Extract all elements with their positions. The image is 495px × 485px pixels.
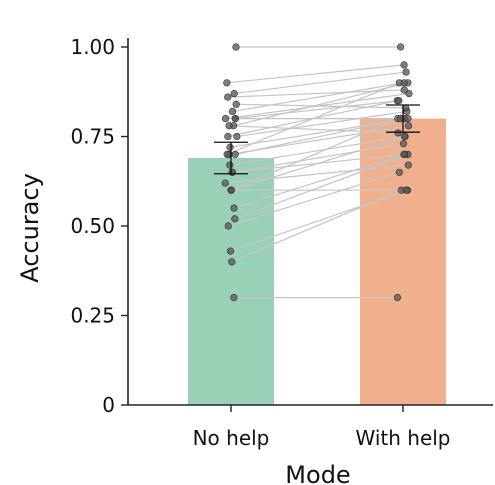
paired-line — [232, 153, 404, 173]
point-with-help — [393, 294, 402, 302]
point-no-help — [223, 150, 231, 158]
point-with-help — [404, 122, 413, 130]
point-with-help — [400, 61, 408, 69]
point-with-help — [400, 86, 408, 94]
point-with-help — [402, 186, 410, 194]
point-with-help — [395, 79, 403, 87]
point-with-help — [400, 132, 409, 141]
bar-no-help — [188, 157, 274, 405]
paired-line — [226, 82, 400, 155]
paired-line — [234, 71, 407, 95]
point-no-help — [231, 150, 239, 158]
paired-line — [229, 135, 405, 166]
point-no-help — [224, 132, 232, 141]
paired-line — [229, 125, 399, 134]
bars-layer — [188, 118, 446, 405]
point-no-help — [225, 122, 233, 130]
point-no-help — [224, 93, 232, 101]
paired-line — [228, 125, 409, 155]
paired-line — [232, 82, 405, 113]
y-ticks-layer: 0 0.25 0.50 0.75 1.00 — [70, 35, 128, 417]
point-no-help — [233, 132, 241, 141]
paired-line — [236, 110, 407, 138]
paired-line — [231, 118, 399, 191]
paired-line — [228, 171, 400, 227]
y-tick-label: 0.75 — [70, 125, 115, 149]
paired-line — [232, 143, 404, 173]
paired-line — [233, 153, 405, 209]
x-axis-title: Mode — [285, 461, 350, 485]
point-no-help — [230, 89, 238, 98]
paired-line — [226, 64, 405, 84]
y-axis-title: Accuracy — [16, 173, 44, 283]
point-no-help — [223, 79, 231, 87]
paired-line — [234, 153, 409, 220]
x-ticks-layer: No help With help — [193, 405, 451, 450]
x-tick-label: No help — [193, 426, 270, 450]
point-with-help — [394, 129, 402, 137]
point-with-help — [399, 140, 408, 148]
point-no-help — [226, 247, 235, 255]
point-no-help — [227, 186, 235, 194]
point-with-help — [395, 168, 403, 176]
point-no-help — [232, 43, 240, 51]
point-no-help — [224, 222, 232, 230]
y-tick-label: 1.00 — [70, 35, 115, 59]
axes-layer — [127, 38, 493, 406]
y-tick-label: 0.50 — [70, 214, 115, 238]
point-no-help — [221, 114, 230, 123]
point-no-help — [226, 161, 234, 169]
point-no-help — [226, 143, 234, 151]
point-no-help — [230, 294, 238, 302]
bar-with-help — [360, 118, 446, 405]
point-with-help — [395, 97, 403, 105]
point-no-help — [221, 179, 229, 187]
paired-lines-layer — [225, 46, 410, 299]
paired-line — [235, 100, 399, 120]
point-with-help — [402, 68, 410, 76]
paired-line — [227, 89, 405, 98]
point-with-help — [404, 114, 412, 123]
point-no-help — [228, 107, 237, 116]
point-no-help — [231, 114, 239, 123]
point-with-help — [404, 161, 412, 169]
point-with-help — [405, 89, 413, 98]
point-no-help — [232, 100, 240, 108]
point-with-help — [397, 43, 405, 51]
x-tick-label: With help — [356, 426, 451, 450]
y-tick-label: 0 — [102, 393, 115, 417]
point-no-help — [230, 204, 238, 212]
paired-line — [229, 118, 409, 148]
paired-line — [236, 103, 406, 109]
point-no-help — [231, 215, 239, 223]
point-no-help — [228, 258, 236, 266]
y-tick-label: 0.25 — [70, 304, 115, 328]
paired-line — [230, 189, 408, 252]
paired-line — [225, 164, 409, 184]
point-no-help — [228, 168, 236, 176]
error-bars-layer — [214, 104, 420, 175]
point-with-help — [400, 150, 408, 158]
